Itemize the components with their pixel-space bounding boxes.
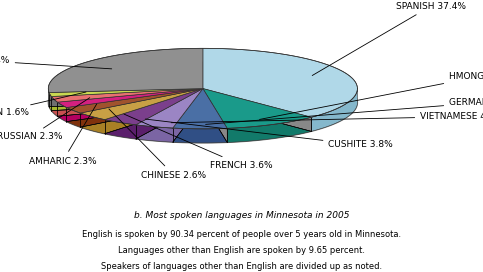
Polygon shape: [105, 89, 203, 139]
Text: b. Most spoken languages in Minnesota in 2005: b. Most spoken languages in Minnesota in…: [134, 211, 349, 220]
Polygon shape: [48, 48, 203, 92]
Text: CHINESE 2.6%: CHINESE 2.6%: [109, 109, 206, 180]
Polygon shape: [203, 89, 311, 128]
Polygon shape: [49, 89, 203, 111]
Text: RUSSIAN 2.3%: RUSSIAN 2.3%: [0, 98, 90, 141]
Polygon shape: [311, 89, 357, 131]
Polygon shape: [136, 89, 203, 142]
Polygon shape: [49, 89, 203, 97]
Text: AMHARIC 2.3%: AMHARIC 2.3%: [29, 104, 97, 166]
Text: GERMAN 5.6%: GERMAN 5.6%: [206, 98, 483, 124]
Text: Speakers of languages other than English are divided up as noted.: Speakers of languages other than English…: [101, 262, 382, 271]
Polygon shape: [51, 89, 203, 102]
Polygon shape: [48, 62, 357, 143]
Polygon shape: [203, 89, 311, 143]
Polygon shape: [67, 89, 203, 127]
Polygon shape: [57, 89, 203, 107]
Polygon shape: [80, 89, 203, 134]
Text: VIETNAMESE 4%: VIETNAMESE 4%: [171, 112, 483, 123]
Text: Languages other than English are spoken by 9.65 percent.: Languages other than English are spoken …: [118, 246, 365, 255]
Text: HMONG 9.8%: HMONG 9.8%: [259, 72, 483, 119]
Polygon shape: [80, 89, 203, 120]
Text: English is spoken by 90.34 percent of people over 5 years old in Minnesota.: English is spoken by 90.34 percent of pe…: [82, 230, 401, 239]
Polygon shape: [67, 89, 203, 113]
Polygon shape: [105, 89, 203, 125]
Polygon shape: [203, 48, 357, 117]
Polygon shape: [48, 89, 203, 107]
Polygon shape: [57, 89, 203, 122]
Text: FRENCH 3.6%: FRENCH 3.6%: [124, 114, 273, 169]
Text: OTHER 26.4%: OTHER 26.4%: [0, 56, 112, 69]
Polygon shape: [173, 89, 227, 143]
Polygon shape: [51, 89, 203, 116]
Text: SPANISH 37.4%: SPANISH 37.4%: [312, 2, 466, 76]
Text: LAOTIAN 1.6%: LAOTIAN 1.6%: [0, 92, 86, 117]
Polygon shape: [173, 89, 227, 129]
Polygon shape: [136, 89, 203, 128]
Text: CUSHITE 3.8%: CUSHITE 3.8%: [145, 119, 393, 149]
